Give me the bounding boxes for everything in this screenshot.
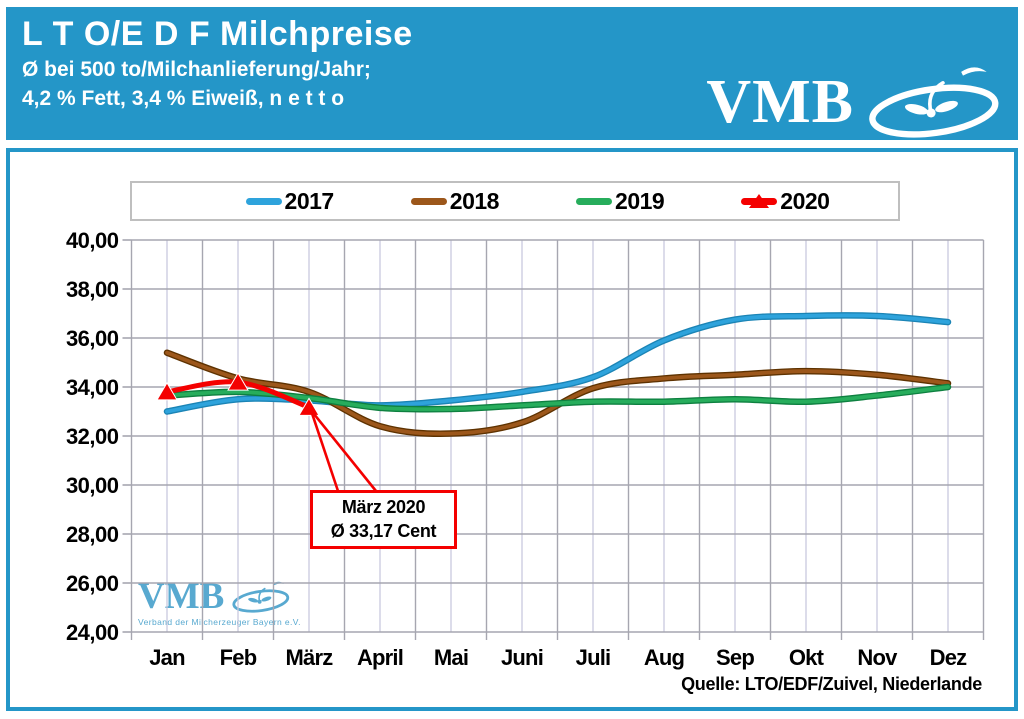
line-chart-plot: 40,00 38,00 36,00 34,00 32,00 30,00 28,00 26,00… bbox=[66, 228, 985, 670]
report-subtitle-line2: 4,2 % Fett, 3,4 % Eiweiß, n e t t o bbox=[22, 87, 345, 111]
x-tick-label: Mai bbox=[434, 645, 468, 670]
vmb-watermark: VMB Verband der Milcherzeuger Bayern e.V… bbox=[138, 578, 301, 627]
x-tick-label: Juni bbox=[501, 645, 543, 670]
y-tick-label: 30,00 bbox=[66, 473, 119, 498]
source-note: Quelle: LTO/EDF/Zuivel, Niederlande bbox=[681, 674, 982, 694]
annotation-line2: Ø 33,17 Cent bbox=[330, 520, 437, 541]
annotation-callout: März 2020 Ø 33,17 Cent bbox=[310, 490, 457, 549]
y-tick-label: 36,00 bbox=[66, 326, 119, 351]
legend-label: 2017 bbox=[284, 187, 335, 214]
y-tick-label: 38,00 bbox=[66, 277, 119, 302]
vmb-logo: VMB bbox=[706, 61, 1008, 143]
x-tick-label: Jan bbox=[149, 645, 185, 670]
legend-item: 2017 bbox=[245, 187, 335, 215]
legend-label: 2019 bbox=[615, 187, 665, 214]
callout-line bbox=[309, 409, 340, 492]
x-tick-label: Sep bbox=[716, 645, 754, 670]
legend-label: 2018 bbox=[449, 187, 500, 214]
data-point-marker-2020 bbox=[156, 381, 178, 401]
legend-line-swatch bbox=[576, 197, 613, 205]
legend-item: 2018 bbox=[410, 187, 500, 215]
report-title: L T O/E D F Milchpreise bbox=[22, 15, 413, 53]
y-tick-label: 40,00 bbox=[66, 228, 119, 253]
x-tick-label: Aug bbox=[644, 645, 684, 670]
vmb-swirl-icon bbox=[856, 61, 1008, 143]
data-point-marker-2020 bbox=[227, 372, 249, 391]
chart-legend: 2017 2018 2019 2020 bbox=[130, 181, 900, 221]
legend-line-swatch bbox=[410, 197, 447, 205]
x-tick-label: Juli bbox=[576, 645, 611, 670]
data-point-marker-2020 bbox=[298, 397, 320, 416]
legend-label: 2020 bbox=[780, 187, 830, 214]
y-tick-label: 24,00 bbox=[66, 620, 119, 645]
annotation-line1: März 2020 bbox=[341, 497, 426, 518]
x-tick-label: April bbox=[357, 645, 403, 670]
legend-item: 2020 bbox=[741, 187, 830, 215]
x-tick-label: Okt bbox=[789, 645, 825, 670]
chart-panel: 40,00 38,00 36,00 34,00 32,00 30,00 28,00 26,00… bbox=[6, 148, 1018, 711]
vmb-watermark-subtext: Verband der Milcherzeuger Bayern e.V. bbox=[138, 617, 301, 627]
legend-triangle-marker-icon bbox=[749, 194, 770, 208]
report-subtitle-line1: Ø bei 500 to/Milchanlieferung/Jahr; bbox=[22, 58, 371, 82]
vmb-logo-text: VMB bbox=[706, 68, 854, 136]
y-tick-label: 28,00 bbox=[66, 522, 119, 547]
y-tick-label: 34,00 bbox=[66, 375, 119, 400]
y-tick-label: 32,00 bbox=[66, 424, 119, 449]
y-tick-label: 26,00 bbox=[66, 571, 119, 596]
vmb-watermark-text: VMB bbox=[138, 576, 225, 617]
x-tick-label: Dez bbox=[930, 645, 968, 670]
x-tick-label: Feb bbox=[220, 645, 257, 670]
x-tick-label: Nov bbox=[857, 645, 898, 670]
legend-item: 2019 bbox=[576, 187, 665, 215]
legend-line-swatch bbox=[245, 197, 282, 205]
report-header: L T O/E D F Milchpreise Ø bei 500 to/Mil… bbox=[6, 7, 1018, 140]
series-line-2019 bbox=[165, 385, 950, 412]
callout-line bbox=[309, 409, 378, 492]
x-tick-label: März bbox=[286, 645, 334, 670]
